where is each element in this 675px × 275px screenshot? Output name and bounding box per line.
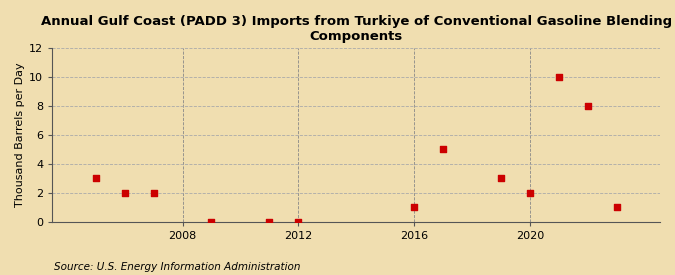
Point (119, 191, 130, 195)
Point (437, 147, 448, 152)
Point (264, 219, 275, 224)
Point (90, 176, 101, 181)
Point (495, 176, 506, 181)
Point (583, 104, 593, 108)
Y-axis label: Thousand Barrels per Day: Thousand Barrels per Day (15, 63, 25, 207)
Point (206, 219, 217, 224)
Text: Source: U.S. Energy Information Administration: Source: U.S. Energy Information Administ… (54, 262, 300, 272)
Point (148, 191, 159, 195)
Point (293, 219, 304, 224)
Title: Annual Gulf Coast (PADD 3) Imports from Turkiye of Conventional Gasoline Blendin: Annual Gulf Coast (PADD 3) Imports from … (40, 15, 672, 43)
Point (408, 205, 419, 210)
Point (611, 205, 622, 210)
Point (524, 191, 535, 195)
Point (554, 75, 564, 79)
